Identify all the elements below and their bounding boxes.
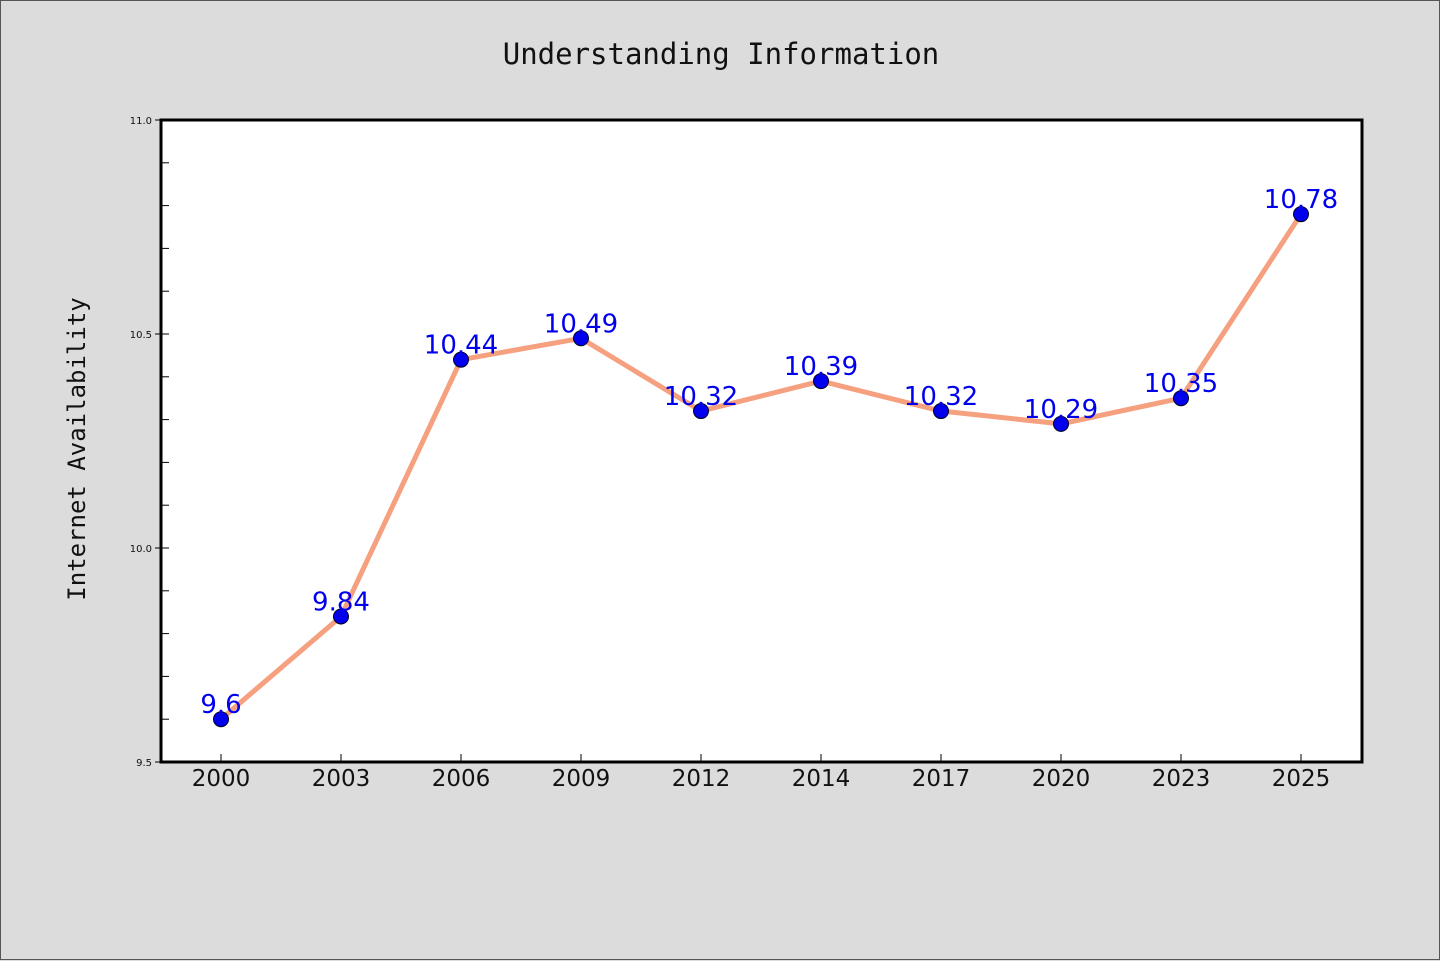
data-point bbox=[1053, 415, 1069, 432]
data-label: 10.49 bbox=[544, 309, 618, 339]
data-label: 10.35 bbox=[1144, 369, 1218, 399]
chart-title: Understanding Information bbox=[503, 37, 940, 71]
data-label: 10.32 bbox=[904, 382, 978, 412]
data-point bbox=[573, 330, 589, 347]
y-tick-label: 11.0 bbox=[130, 116, 152, 127]
data-label: 10.78 bbox=[1264, 185, 1338, 215]
data-label: 9.84 bbox=[312, 587, 370, 617]
plot-area bbox=[159, 118, 1364, 764]
data-label: 10.39 bbox=[784, 352, 858, 382]
x-tick-label: 2009 bbox=[552, 766, 611, 792]
x-tick-label: 2006 bbox=[432, 766, 491, 792]
x-tick-label: 2003 bbox=[312, 766, 371, 792]
y-tick-label: 10.5 bbox=[130, 330, 152, 341]
series-line bbox=[218, 211, 1304, 722]
data-point bbox=[813, 373, 829, 390]
x-axis-ticks: 2000 2003 2006 2009 2012 2014 2017 2020 2023 2025 bbox=[192, 754, 1331, 792]
y-tick-label: 9.5 bbox=[136, 758, 152, 769]
y-axis-ticks: 9.5 10.0 10.5 11.0 bbox=[130, 116, 169, 769]
y-axis-label: Internet Availability bbox=[63, 297, 91, 600]
x-tick-label: 2014 bbox=[792, 766, 851, 792]
y-tick-label: 10.0 bbox=[130, 544, 152, 555]
x-tick-label: 2025 bbox=[1272, 766, 1331, 792]
data-point bbox=[933, 403, 949, 420]
x-tick-label: 2023 bbox=[1152, 766, 1211, 792]
x-tick-label: 2020 bbox=[1032, 766, 1091, 792]
data-point bbox=[213, 711, 229, 728]
data-point bbox=[453, 351, 469, 368]
x-tick-label: 2017 bbox=[912, 766, 971, 792]
data-label: 10.29 bbox=[1024, 395, 1098, 425]
data-point bbox=[1173, 390, 1189, 407]
data-point bbox=[1293, 206, 1309, 223]
data-label-layer: 9.6 9.84 10.44 10.49 10.32 10.39 10.32 10.29 10.… bbox=[200, 185, 1338, 720]
data-label: 10.32 bbox=[664, 382, 738, 412]
x-tick-label: 2000 bbox=[192, 766, 251, 792]
x-tick-label: 2012 bbox=[672, 766, 731, 792]
series-layer bbox=[213, 206, 1309, 728]
data-point bbox=[693, 403, 709, 420]
data-label: 9.6 bbox=[200, 690, 241, 720]
data-label: 10.44 bbox=[424, 331, 498, 361]
data-point bbox=[333, 608, 349, 625]
